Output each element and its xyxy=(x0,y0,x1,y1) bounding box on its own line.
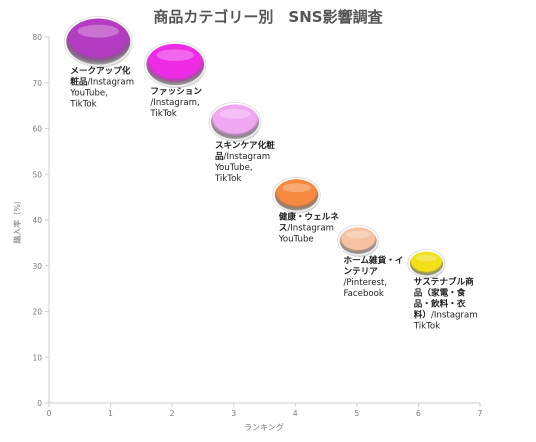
bubble-label-line: 粧品/Instagram xyxy=(70,76,134,88)
y-tick-label: 80 xyxy=(32,33,42,42)
bubble-body xyxy=(210,104,259,139)
y-tick-label: 60 xyxy=(32,125,42,134)
bubble-label-line: TikTok xyxy=(149,109,176,119)
bubble-sns-text: /Instagram xyxy=(224,152,271,162)
bubble-label-line: YouTube, xyxy=(214,163,253,173)
bubble xyxy=(337,224,380,257)
bubble-category-text: ンテリア xyxy=(344,266,379,277)
bubble-body xyxy=(339,227,377,254)
bubble-highlight xyxy=(346,230,371,239)
x-tick-label: 4 xyxy=(293,409,298,418)
bubble-category-text: 粧品 xyxy=(70,76,88,88)
y-tick-label: 30 xyxy=(32,262,42,271)
x-tick-label: 1 xyxy=(108,409,113,418)
bubble-body xyxy=(274,179,319,211)
bubble-category-text: 品 xyxy=(215,151,224,162)
bubble-label-line: /Pinterest, xyxy=(344,278,388,288)
bubble-sns-text: /Instagram xyxy=(87,78,134,88)
y-tick-label: 40 xyxy=(32,216,42,225)
bubble-labels: メークアップ化粧品/InstagramYouTube,TikTokファッション/… xyxy=(69,65,477,332)
bubble-label-line: TikTok xyxy=(214,174,241,184)
bubble-label-line: YouTube xyxy=(278,235,314,245)
bubble-label-line: TikTok xyxy=(413,321,440,331)
x-tick-label: 6 xyxy=(416,409,421,418)
bubble-sns-text: TikTok xyxy=(413,321,440,331)
bubble-sns-text: YouTube, xyxy=(69,89,108,99)
x-tick-label: 5 xyxy=(354,409,359,418)
bubble-body xyxy=(66,18,131,65)
bubble-label-line: ス/Instagram xyxy=(279,224,334,234)
bubble-sns-text: /Instagram, xyxy=(150,98,199,108)
bubble xyxy=(144,41,207,89)
y-tick-label: 0 xyxy=(37,399,42,408)
bubble-highlight xyxy=(282,183,311,193)
bubble-label-line: TikTok xyxy=(69,100,96,110)
x-tick-label: 3 xyxy=(231,409,236,418)
bubble xyxy=(272,176,321,214)
bubble-label-line: メークアップ化 xyxy=(70,65,131,77)
bubble-sns-text: /Instagram xyxy=(431,310,478,320)
bubble-sns-text: TikTok xyxy=(214,174,241,184)
bubble-highlight xyxy=(415,254,438,262)
bubble-category-text: 品・飲料・衣 xyxy=(414,297,466,309)
x-tick-label: 0 xyxy=(47,409,52,418)
bubble-category-text: ファッション xyxy=(150,86,202,97)
chart-title: 商品カテゴリー別 SNS影響調査 xyxy=(153,8,383,26)
bubble-body xyxy=(409,251,444,276)
x-tick-label: 7 xyxy=(478,409,483,418)
x-tick-label: 2 xyxy=(170,409,175,418)
bubble-label-line: スキンケア化粧 xyxy=(215,139,275,151)
bubble xyxy=(407,249,446,279)
bubble-sns-text: YouTube, xyxy=(214,163,253,173)
bubble-category-text: 品（家電・食 xyxy=(414,286,466,298)
bubble xyxy=(208,101,262,142)
bubble-label-line: Facebook xyxy=(344,289,384,299)
y-tick-label: 50 xyxy=(32,170,42,179)
bubble-label-line: YouTube, xyxy=(69,89,108,99)
bubble-sns-text: YouTube xyxy=(278,235,314,245)
bubble-label-line: ホーム雑貨・イ xyxy=(344,254,404,266)
bubble-highlight xyxy=(77,24,120,38)
bubble-category-text: ス xyxy=(279,224,288,234)
bubble-label-line: 健康・ウェルネ xyxy=(279,211,340,223)
bubble-highlight xyxy=(156,49,194,61)
y-axis-label: 購入率（%） xyxy=(12,196,22,244)
bubble-label-line: ファッション xyxy=(150,86,202,97)
bubble-sns-text: Facebook xyxy=(344,289,384,299)
y-tick-label: 70 xyxy=(32,79,42,88)
bubble-label-line: ンテリア xyxy=(344,266,379,277)
bubble-label-line: 品/Instagram xyxy=(215,151,270,162)
bubble-label-line: 品（家電・食 xyxy=(414,286,466,298)
bubble-highlight xyxy=(219,109,251,119)
x-axis-label: ランキング xyxy=(244,422,284,432)
bubble-category-text: サステナブル商 xyxy=(414,275,474,287)
bubble-label-line: 品・飲料・衣 xyxy=(414,297,466,309)
bubble-category-text: 健康・ウェルネ xyxy=(279,211,340,223)
bubble-label-line: /Instagram, xyxy=(150,98,199,108)
bubble-category-text: スキンケア化粧 xyxy=(215,139,275,151)
bubble-sns-text: TikTok xyxy=(149,109,176,119)
bubble-sns-text: /Pinterest, xyxy=(344,278,388,288)
bubble-sns-text: /Instagram xyxy=(287,224,334,234)
bubble xyxy=(63,16,133,68)
bubble-category-text: メークアップ化 xyxy=(70,65,131,77)
bubble-category-text: 料） xyxy=(414,308,431,320)
bubble-sns-text: TikTok xyxy=(69,100,96,110)
x-ticks: 0 1 2 3 4 5 6 7 xyxy=(47,403,483,418)
bubble-label-line: 料）/Instagram xyxy=(414,308,478,320)
y-tick-label: 10 xyxy=(32,353,42,362)
bubble-body xyxy=(146,43,205,86)
bubble-category-text: ホーム雑貨・イ xyxy=(344,254,404,266)
bubbles xyxy=(63,16,446,279)
bubble-label-line: サステナブル商 xyxy=(414,275,474,287)
y-tick-label: 20 xyxy=(32,308,42,317)
y-ticks: 0 10 20 30 40 50 60 70 80 xyxy=(32,33,49,408)
